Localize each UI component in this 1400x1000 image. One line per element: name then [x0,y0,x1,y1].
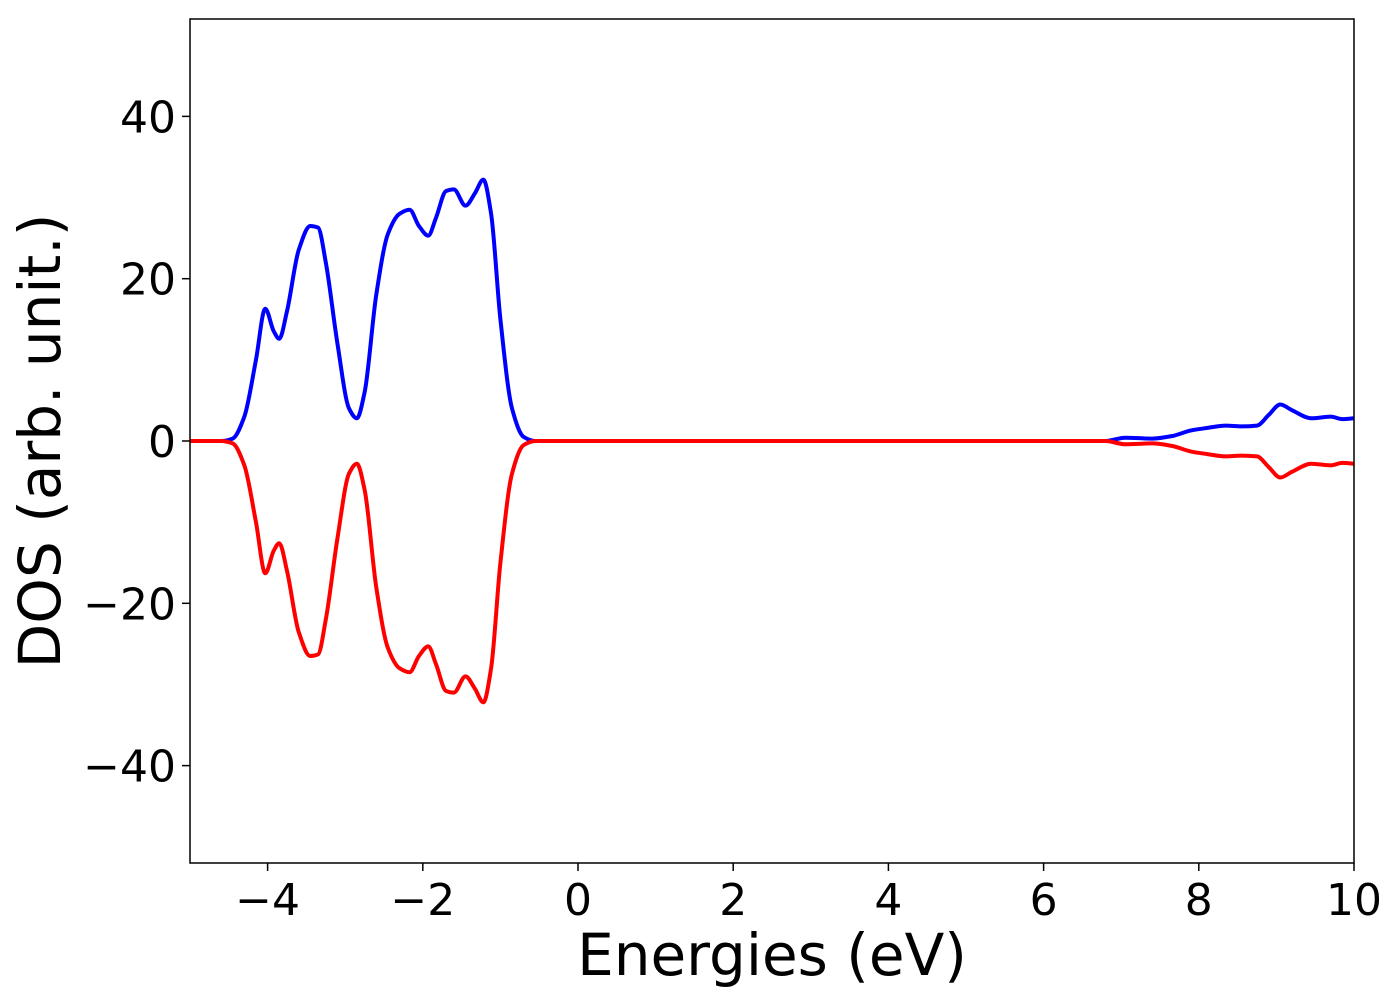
series-line-spin-down [190,438,1354,705]
y-axis-label: DOS (arb. unit.) [6,214,74,669]
x-axis-label: Energies (eV) [577,921,967,989]
x-tick-label: 4 [874,875,902,926]
series-line-spin-up [190,177,1354,444]
y-tick-label: −40 [83,742,176,793]
y-tick-label: 20 [120,255,176,306]
x-tick-label: −4 [235,875,300,926]
y-tick-label: −20 [83,579,176,630]
x-axis: −4 −2 0 2 4 6 8 10 [235,863,1382,926]
y-axis: 40 20 0 −20 −40 [83,92,190,793]
x-tick-label: 2 [719,875,747,926]
x-tick-label: 0 [564,875,592,926]
x-tick-label: 6 [1030,875,1058,926]
y-tick-label: 40 [120,92,176,143]
series-layer [190,177,1354,705]
x-tick-label: −2 [390,875,455,926]
y-tick-label: 0 [148,417,176,468]
x-tick-label: 8 [1185,875,1213,926]
x-tick-label: 10 [1326,875,1382,926]
